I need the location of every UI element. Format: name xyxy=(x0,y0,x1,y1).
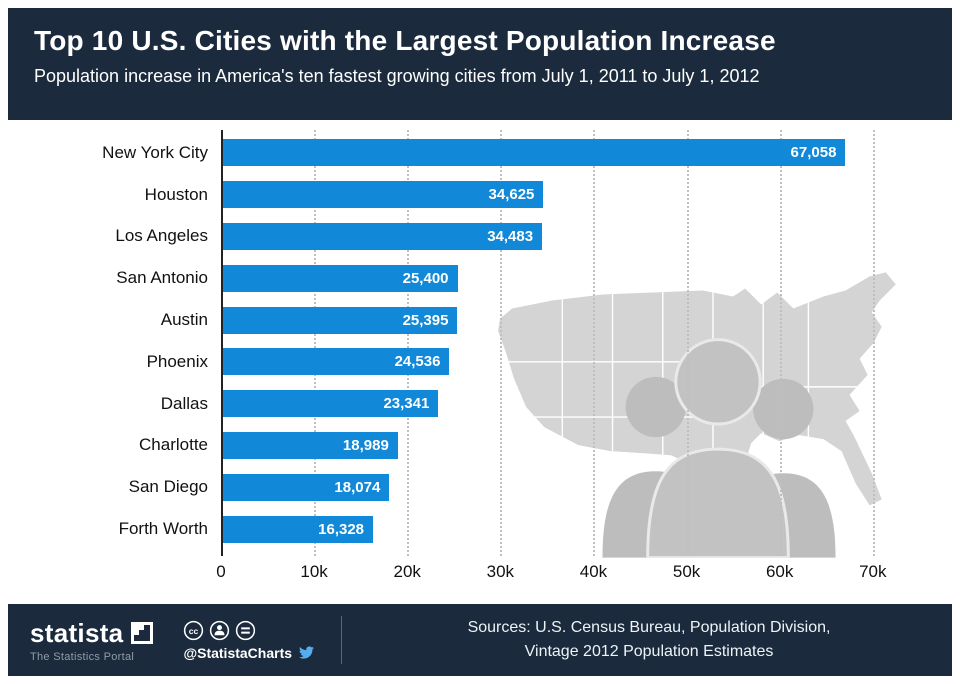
bar-track: 18,989 xyxy=(221,431,938,459)
bar: 67,058 xyxy=(221,139,846,167)
category-label: Dallas xyxy=(160,393,208,413)
value-label: 34,625 xyxy=(488,186,535,204)
value-label: 24,536 xyxy=(394,353,441,371)
chart-row: Houston 34,625 xyxy=(8,174,938,216)
bar-track: 18,074 xyxy=(221,473,938,501)
chart-row: Austin 25,395 xyxy=(8,299,938,341)
chart-row: New York City 67,058 xyxy=(8,132,938,174)
value-label: 34,483 xyxy=(487,227,534,245)
category-label: Houston xyxy=(144,184,208,204)
gridline xyxy=(314,130,317,556)
bar: 25,400 xyxy=(221,264,458,292)
gridline xyxy=(872,130,875,556)
gridline xyxy=(407,130,410,556)
chart-title: Top 10 U.S. Cities with the Largest Popu… xyxy=(34,25,776,56)
value-label: 67,058 xyxy=(790,144,837,162)
bar-track: 34,625 xyxy=(221,181,938,209)
bar-track: 23,341 xyxy=(221,390,938,418)
gridline xyxy=(593,130,596,556)
sources-line-2: Vintage 2012 Population Estimates xyxy=(524,643,774,660)
category-label: Los Angeles xyxy=(115,226,208,246)
value-label: 25,400 xyxy=(402,269,449,287)
x-tick-label: 10k xyxy=(300,562,328,581)
twitter-handle[interactable]: @StatistaCharts xyxy=(183,644,293,661)
infographic-inner: Top 10 U.S. Cities with the Largest Popu… xyxy=(8,8,952,676)
category-label: Phoenix xyxy=(146,351,208,371)
cc-icon[interactable]: cc xyxy=(183,620,204,641)
category-label: San Diego xyxy=(128,477,208,497)
chart-row: Los Angeles 34,483 xyxy=(8,216,938,258)
category-label: Forth Worth xyxy=(118,519,208,539)
statista-logo-text: statista xyxy=(30,617,124,648)
statista-brand[interactable]: statista The Statistics Portal xyxy=(30,617,154,663)
chart-row: Phoenix 24,536 xyxy=(8,341,938,383)
category-label: San Antonio xyxy=(116,268,208,288)
chart-row: Dallas 23,341 xyxy=(8,383,938,425)
bar-track: 16,328 xyxy=(221,515,938,543)
gridline xyxy=(779,130,782,556)
social-block: cc @StatistaCharts xyxy=(183,620,315,661)
bar-track: 67,058 xyxy=(221,139,938,167)
bar: 23,341 xyxy=(221,390,439,418)
bar: 16,328 xyxy=(221,515,374,543)
value-label: 16,328 xyxy=(318,520,365,538)
value-label: 18,989 xyxy=(342,436,389,454)
bar-track: 25,395 xyxy=(221,306,938,334)
gridline xyxy=(500,130,503,556)
sources-text: Sources: U.S. Census Bureau, Population … xyxy=(341,616,930,664)
value-label: 23,341 xyxy=(383,395,430,413)
bar: 18,074 xyxy=(221,473,390,501)
x-tick-label: 30k xyxy=(486,562,515,581)
footer: statista The Statistics Portal cc xyxy=(8,604,952,676)
x-tick-label: 20k xyxy=(393,562,421,581)
no-derivatives-equals-icon[interactable] xyxy=(235,620,256,641)
x-tick-label: 60k xyxy=(765,562,794,581)
bar-rows: New York City 67,058 Houston 34,625 Los Ange… xyxy=(8,132,938,550)
x-tick-label: 0 xyxy=(216,562,226,581)
category-label: Austin xyxy=(160,310,208,330)
chart-row: San Antonio 25,400 xyxy=(8,257,938,299)
bar-track: 34,483 xyxy=(221,222,938,250)
x-tick-label: 50k xyxy=(672,562,701,581)
category-label: Charlotte xyxy=(139,435,208,455)
twitter-handle-row[interactable]: @StatistaCharts xyxy=(183,645,315,661)
license-icons[interactable]: cc xyxy=(183,620,315,641)
category-label: New York City xyxy=(102,142,208,162)
x-tick-label: 70k xyxy=(859,562,887,581)
bar: 25,395 xyxy=(221,306,458,334)
x-axis-labels: 0 10k 20k 30k 40k 50k 60k 70k xyxy=(216,562,938,586)
value-label: 18,074 xyxy=(334,478,381,496)
bar-track: 25,400 xyxy=(221,264,938,292)
bar: 24,536 xyxy=(221,348,450,376)
chart-row: San Diego 18,074 xyxy=(8,466,938,508)
y-axis-line xyxy=(221,130,223,556)
people-silhouette-icon xyxy=(602,338,836,560)
us-map-watermark xyxy=(492,266,944,560)
statista-logo-icon xyxy=(131,622,154,644)
chart-subtitle: Population increase in America's ten fas… xyxy=(34,66,760,86)
chart-header: Top 10 U.S. Cities with the Largest Popu… xyxy=(8,8,952,120)
chart-area: New York City 67,058 Houston 34,625 Los Ange… xyxy=(8,120,952,604)
svg-text:cc: cc xyxy=(189,625,199,635)
gridline xyxy=(686,130,689,556)
value-label: 25,395 xyxy=(402,311,449,329)
attribution-person-icon[interactable] xyxy=(209,620,230,641)
sources-line-1: Sources: U.S. Census Bureau, Population … xyxy=(467,619,831,636)
chart-row: Forth Worth 16,328 xyxy=(8,508,938,550)
bar-track: 24,536 xyxy=(221,348,938,376)
statista-tagline: The Statistics Portal xyxy=(30,650,135,663)
twitter-bird-icon[interactable] xyxy=(298,645,315,660)
bar: 34,625 xyxy=(221,181,544,209)
chart-row: Charlotte 18,989 xyxy=(8,425,938,467)
us-map-icon xyxy=(498,272,896,560)
x-tick-label: 40k xyxy=(579,562,608,581)
gridlines xyxy=(221,130,938,556)
bar: 18,989 xyxy=(221,431,398,459)
bar: 34,483 xyxy=(221,222,543,250)
